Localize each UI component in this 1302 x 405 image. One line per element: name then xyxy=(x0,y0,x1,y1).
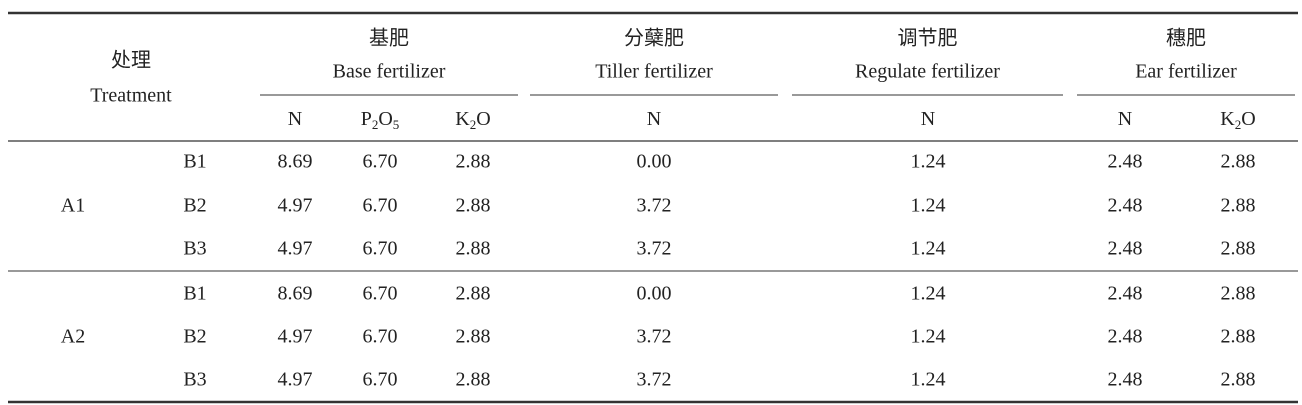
cell: 4.97 xyxy=(278,369,313,391)
header-part: O xyxy=(476,108,490,130)
cell: 3.72 xyxy=(637,369,672,391)
cell: 2.48 xyxy=(1108,283,1143,305)
header-part: 2 xyxy=(372,117,379,132)
cell: 2.48 xyxy=(1108,238,1143,260)
header-part: N xyxy=(921,108,935,130)
cell: 6.70 xyxy=(363,369,398,391)
row-label: B2 xyxy=(183,326,206,348)
block-label: A2 xyxy=(61,326,85,348)
cell: 2.48 xyxy=(1108,326,1143,348)
group-title-zh: 调节肥 xyxy=(898,27,958,50)
cell: 2.88 xyxy=(456,195,491,217)
group-title-en: Regulate fertilizer xyxy=(855,61,1000,83)
row-label: B1 xyxy=(183,151,206,173)
header-part: N xyxy=(288,108,302,130)
column-header: K2O xyxy=(455,108,490,132)
header-part: K xyxy=(1220,108,1235,130)
cell: 2.48 xyxy=(1108,195,1143,217)
cell: 3.72 xyxy=(637,195,672,217)
cell: 2.88 xyxy=(1221,369,1256,391)
cell: 2.88 xyxy=(456,369,491,391)
header-part: 2 xyxy=(470,117,477,132)
row-label: B1 xyxy=(183,283,206,305)
header-part: N xyxy=(647,108,661,130)
cell: 6.70 xyxy=(363,195,398,217)
row-label: B2 xyxy=(183,195,206,217)
cell: 3.72 xyxy=(637,238,672,260)
cell: 6.70 xyxy=(363,283,398,305)
header-part: 2 xyxy=(1235,117,1242,132)
cell: 4.97 xyxy=(278,326,313,348)
cell: 4.97 xyxy=(278,195,313,217)
cell: 8.69 xyxy=(278,283,313,305)
column-header: K2O xyxy=(1220,108,1255,132)
cell: 1.24 xyxy=(911,326,946,348)
treatment-zh: 处理 xyxy=(111,49,151,72)
cell: 0.00 xyxy=(637,283,672,305)
group-title-en: Base fertilizer xyxy=(333,61,446,83)
cell: 6.70 xyxy=(363,151,398,173)
column-header: P2O5 xyxy=(361,108,400,132)
cell: 4.97 xyxy=(278,238,313,260)
group-title-zh: 穗肥 xyxy=(1166,27,1206,50)
cell: 8.69 xyxy=(278,151,313,173)
cell: 2.88 xyxy=(456,326,491,348)
cell: 2.88 xyxy=(1221,151,1256,173)
cell: 2.48 xyxy=(1108,151,1143,173)
treatment-en: Treatment xyxy=(90,85,172,107)
group-title-zh: 分蘖肥 xyxy=(624,27,684,50)
row-label: B3 xyxy=(183,238,206,260)
header-part: 5 xyxy=(393,117,400,132)
cell: 2.88 xyxy=(1221,283,1256,305)
cell: 2.88 xyxy=(456,283,491,305)
column-header: N xyxy=(1118,108,1132,130)
cell: 2.88 xyxy=(1221,326,1256,348)
cell: 2.88 xyxy=(1221,238,1256,260)
cell: 2.48 xyxy=(1108,369,1143,391)
block-label: A1 xyxy=(61,195,85,217)
cell: 1.24 xyxy=(911,283,946,305)
cell: 3.72 xyxy=(637,326,672,348)
header-part: O xyxy=(1241,108,1255,130)
header-part: K xyxy=(455,108,470,130)
cell: 1.24 xyxy=(911,369,946,391)
cell: 1.24 xyxy=(911,195,946,217)
cell: 6.70 xyxy=(363,238,398,260)
cell: 1.24 xyxy=(911,238,946,260)
header-part: P xyxy=(361,108,372,130)
group-title-en: Ear fertilizer xyxy=(1135,61,1237,83)
row-label: B3 xyxy=(183,369,206,391)
cell: 1.24 xyxy=(911,151,946,173)
cell: 0.00 xyxy=(637,151,672,173)
column-header: N xyxy=(647,108,661,130)
cell: 6.70 xyxy=(363,326,398,348)
group-title-zh: 基肥 xyxy=(369,27,409,50)
cell: 2.88 xyxy=(1221,195,1256,217)
cell: 2.88 xyxy=(456,151,491,173)
group-title-en: Tiller fertilizer xyxy=(595,61,713,83)
cell: 2.88 xyxy=(456,238,491,260)
header-part: O xyxy=(378,108,392,130)
column-header: N xyxy=(288,108,302,130)
header-part: N xyxy=(1118,108,1132,130)
column-header: N xyxy=(921,108,935,130)
